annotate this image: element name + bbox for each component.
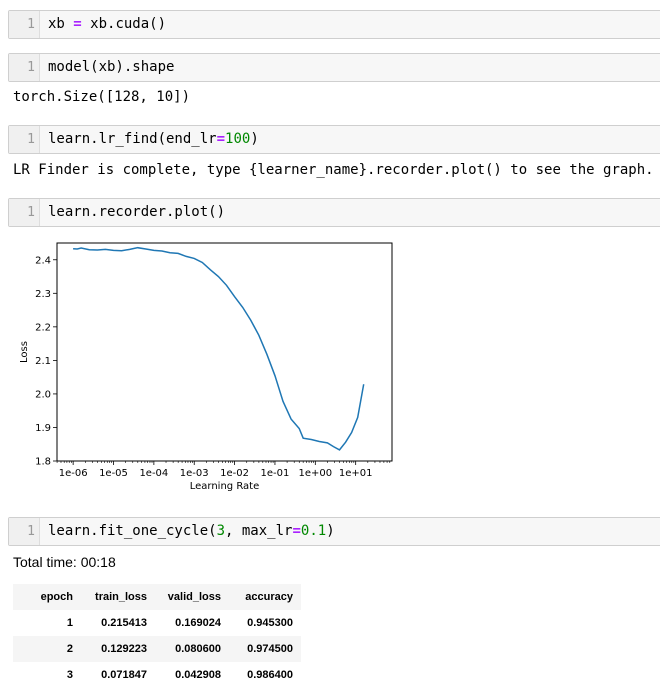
y-tick-label: 2.2 (35, 322, 51, 333)
cell-epoch: 1 (66, 617, 73, 629)
cell-valid-loss: 0.080600 (175, 643, 221, 655)
cell-epoch: 2 (66, 643, 73, 655)
output-lr-find: LR Finder is complete, type {learner_nam… (13, 162, 654, 178)
code-token: xb.cuda() (81, 16, 167, 32)
code-token: learn.lr_find(end_lr (48, 131, 217, 147)
table-row: 1 0.215413 0.169024 0.945300 (13, 610, 301, 636)
x-tick-label: 1e+01 (339, 468, 373, 479)
code-token: = (292, 523, 301, 539)
cell-valid-loss: 0.042908 (175, 669, 221, 681)
x-tick-label: 1e-05 (99, 468, 128, 479)
line-number: 1 (9, 126, 40, 153)
cell-code[interactable]: learn.fit_one_cycle(3, max_lr=0.1) (48, 518, 335, 545)
header-valid-loss: valid_loss (167, 591, 221, 603)
y-tick-label: 2.4 (35, 255, 51, 266)
cell-train-loss: 0.215413 (101, 617, 147, 629)
cell-accuracy: 0.986400 (247, 669, 293, 681)
code-token: learn.fit_one_cycle( (48, 523, 217, 539)
header-epoch: epoch (40, 591, 73, 603)
cell-accuracy: 0.974500 (247, 643, 293, 655)
code-token: 100 (225, 131, 251, 147)
cell-code[interactable]: model(xb).shape (48, 54, 174, 81)
results-table: epoch train_loss valid_loss accuracy 1 0… (13, 584, 301, 688)
code-token: xb (48, 16, 74, 32)
y-tick-label: 2.1 (35, 356, 51, 367)
cell-epoch: 3 (66, 669, 73, 681)
y-tick-label: 1.8 (35, 457, 51, 468)
code-token: = (73, 16, 82, 32)
table-header-row: epoch train_loss valid_loss accuracy (13, 584, 301, 610)
cell-accuracy: 0.945300 (247, 617, 293, 629)
x-tick-label: 1e-03 (180, 468, 209, 479)
y-axis-label: Loss (19, 341, 30, 363)
code-token: 3 (216, 523, 226, 539)
loss-series-line (73, 246, 365, 451)
table-row: 2 0.129223 0.080600 0.974500 (13, 636, 301, 662)
output-total-time: Total time: 00:18 (13, 554, 116, 570)
header-train-loss: train_loss (95, 591, 147, 603)
code-token: model(xb).shape (48, 59, 175, 75)
y-tick-label: 2.3 (35, 289, 51, 300)
table-row: 3 0.071847 0.042908 0.986400 (13, 662, 301, 688)
code-cell-2[interactable]: 1 model(xb).shape (8, 53, 660, 82)
code-token: 0.1 (300, 523, 327, 539)
x-tick-label: 1e-04 (139, 468, 168, 479)
cell-train-loss: 0.071847 (101, 669, 147, 681)
cell-code[interactable]: xb = xb.cuda() (48, 11, 166, 38)
line-number: 1 (9, 54, 40, 81)
code-cell-3[interactable]: 1 learn.lr_find(end_lr=100) (8, 125, 660, 154)
x-tick-label: 1e-02 (220, 468, 249, 479)
header-accuracy: accuracy (245, 591, 293, 603)
code-token: ) (250, 131, 259, 147)
code-token: = (216, 131, 226, 147)
x-tick-label: 1e-01 (261, 468, 290, 479)
x-axis-label: Learning Rate (190, 481, 260, 492)
y-tick-label: 2.0 (35, 389, 51, 400)
x-tick-label: 1e-06 (59, 468, 88, 479)
y-tick-label: 1.9 (35, 423, 51, 434)
code-token: learn.recorder.plot() (48, 204, 226, 220)
output-shape: torch.Size([128, 10]) (13, 89, 191, 105)
line-number: 1 (9, 199, 40, 226)
code-cell-5[interactable]: 1 learn.fit_one_cycle(3, max_lr=0.1) (8, 517, 660, 546)
code-token: , max_lr (225, 523, 293, 539)
x-tick-label: 1e+00 (299, 468, 333, 479)
code-cell-4[interactable]: 1 learn.recorder.plot() (8, 198, 660, 227)
line-number: 1 (9, 518, 40, 545)
cell-code[interactable]: learn.lr_find(end_lr=100) (48, 126, 259, 153)
plot-area (56, 242, 393, 462)
cell-code[interactable]: learn.recorder.plot() (48, 199, 225, 226)
cell-train-loss: 0.129223 (101, 643, 147, 655)
lr-finder-chart: 1e-06 1e-05 1e-04 1e-03 1e-02 1e-01 1e+00 1e+01… (19, 242, 393, 492)
line-number: 1 (9, 11, 40, 38)
code-token: ) (326, 523, 335, 539)
code-cell-1[interactable]: 1 xb = xb.cuda() (8, 10, 660, 39)
cell-valid-loss: 0.169024 (175, 617, 221, 629)
